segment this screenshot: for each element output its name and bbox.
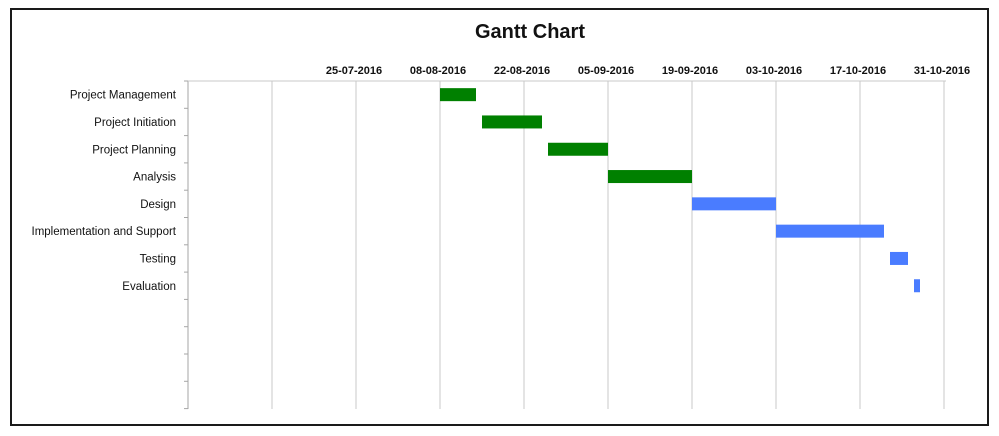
x-axis-ticks: 25-07-2016 08-08-2016 22-08-2016 05-09-2016… [326,65,970,77]
x-tick-label: 19-09-2016 [662,65,718,77]
task-label: Evaluation [122,281,176,293]
task-label: Project Initiation [94,117,176,129]
x-tick-label: 17-10-2016 [830,65,886,77]
task-label: Implementation and Support [32,226,177,238]
task-label: Testing [140,253,176,265]
chart-title: Gantt Chart [475,21,585,43]
grid-lines [184,80,946,410]
task-bar [608,170,692,184]
task-bar [482,115,542,129]
task-bar [548,142,608,156]
task-label: Project Management [70,90,177,102]
task-bar [692,197,776,211]
task-label: Analysis [133,172,176,184]
task-bar [776,224,884,238]
x-tick-label: 08-08-2016 [410,65,466,77]
x-tick-label: 31-10-2016 [914,65,970,77]
task-bar [440,88,476,102]
task-labels: Project Management Project Initiation Proj… [32,90,177,293]
task-bar [914,279,920,293]
task-bar [890,251,908,265]
task-label: Project Planning [92,144,176,156]
x-tick-label: 03-10-2016 [746,65,802,77]
chart-frame [10,8,989,426]
task-label: Design [140,199,176,211]
x-tick-label: 05-09-2016 [578,65,634,77]
task-bars [440,88,920,293]
x-tick-label: 25-07-2016 [326,65,382,77]
x-tick-label: 22-08-2016 [494,65,550,77]
